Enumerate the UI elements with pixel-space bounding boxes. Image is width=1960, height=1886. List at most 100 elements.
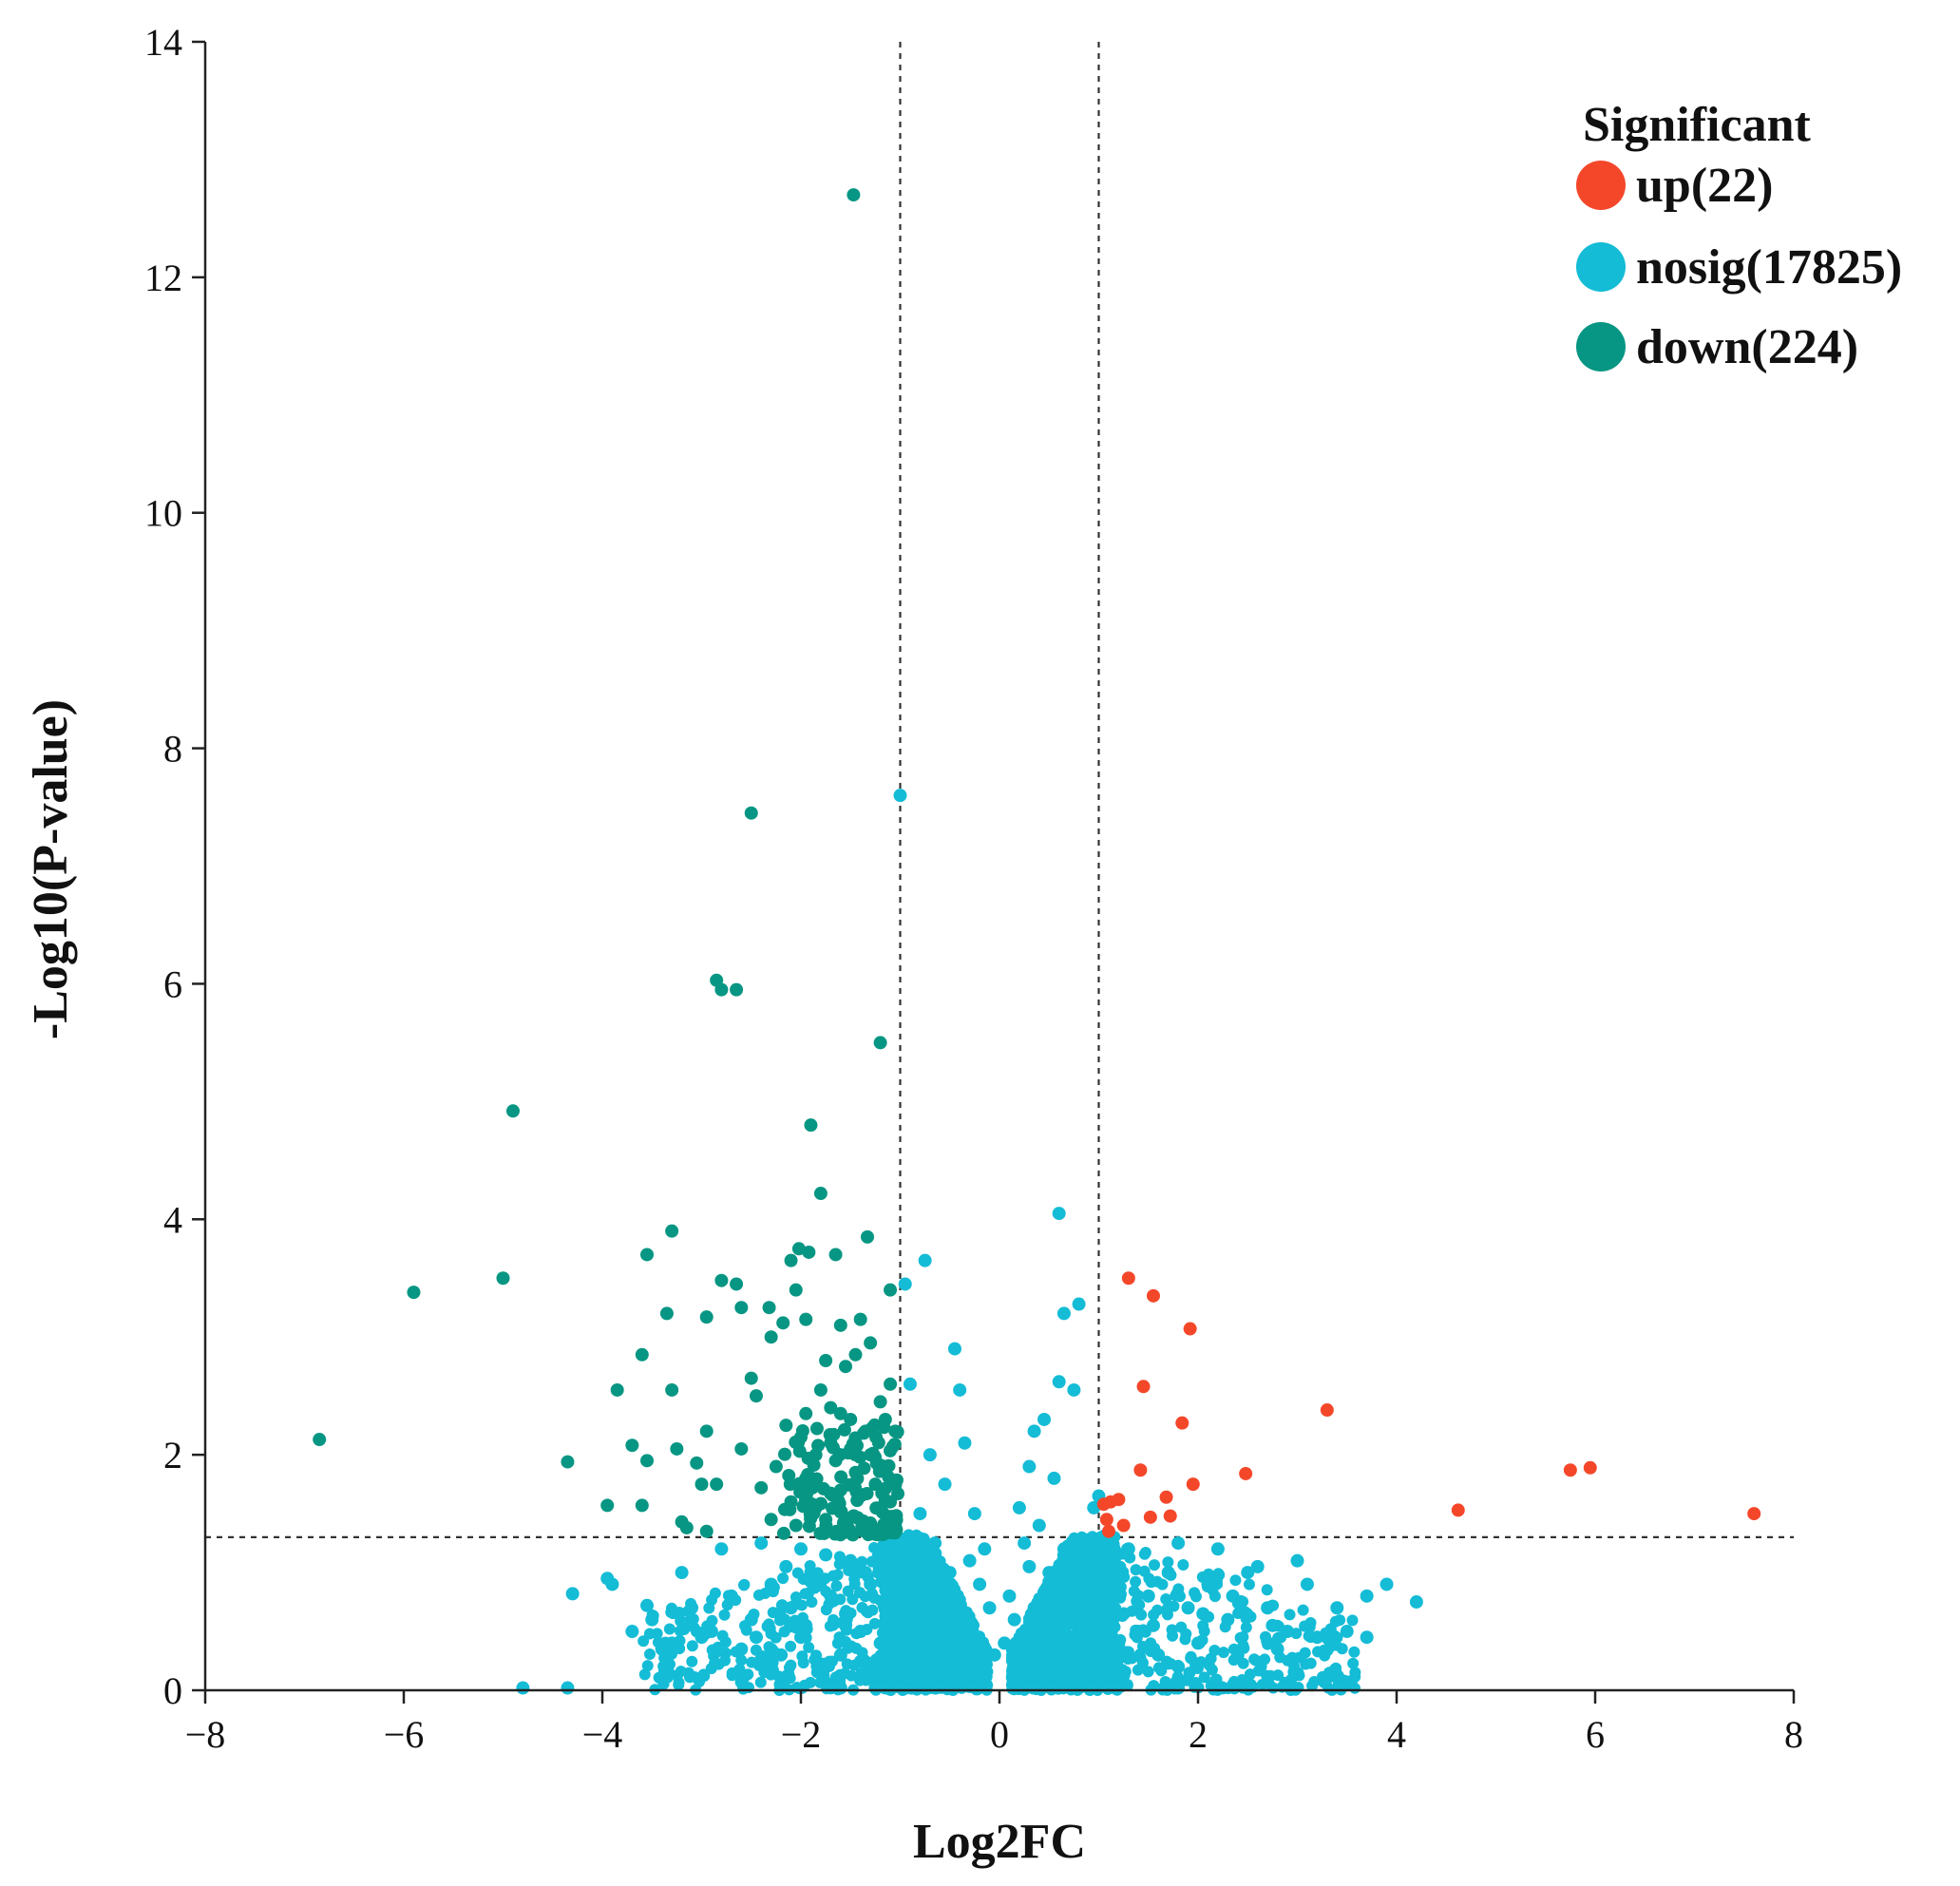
nosig-point — [938, 1477, 952, 1492]
down-point — [744, 1371, 758, 1385]
down-point — [734, 1301, 749, 1315]
down-point — [505, 1104, 520, 1118]
nosig-point — [799, 1618, 813, 1632]
down-point — [847, 188, 861, 202]
up-point — [1133, 1463, 1148, 1477]
up-point — [1101, 1524, 1115, 1538]
up-point — [1239, 1466, 1253, 1480]
down-point — [853, 1312, 867, 1326]
nosig-point — [879, 1605, 891, 1617]
nosig-point — [1070, 1641, 1082, 1653]
nosig-point — [1079, 1662, 1092, 1674]
nosig-point — [819, 1572, 831, 1585]
nosig-point — [1201, 1577, 1215, 1591]
nosig-point — [928, 1536, 942, 1551]
down-point — [799, 1312, 813, 1326]
nosig-point — [1155, 1665, 1168, 1677]
down-point — [847, 1509, 861, 1523]
nosig-point — [844, 1553, 858, 1568]
nosig-point — [973, 1577, 987, 1591]
legend-label-down: down(224) — [1636, 320, 1858, 374]
down-point — [882, 1458, 896, 1473]
nosig-point — [516, 1681, 530, 1695]
nosig-point — [685, 1601, 699, 1615]
nosig-point — [795, 1599, 808, 1611]
nosig-point — [1272, 1669, 1284, 1682]
nosig-point — [879, 1683, 891, 1695]
x-tick-label: 4 — [1387, 1713, 1406, 1756]
nosig-point — [893, 1607, 905, 1619]
nosig-point — [1082, 1533, 1094, 1545]
nosig-point — [1130, 1575, 1142, 1588]
nosig-point — [1112, 1663, 1124, 1675]
nosig-point — [1067, 1660, 1081, 1674]
down-point — [888, 1478, 903, 1493]
nosig-point — [1261, 1584, 1273, 1596]
nosig-point — [655, 1642, 669, 1656]
nosig-point — [813, 1660, 828, 1674]
down-point — [850, 1494, 865, 1508]
nosig-point — [885, 1577, 898, 1590]
nosig-point — [1056, 1542, 1071, 1556]
down-point — [791, 1242, 806, 1256]
nosig-point — [675, 1666, 687, 1678]
nosig-point — [923, 1448, 937, 1462]
nosig-point — [1189, 1677, 1202, 1689]
down-point — [826, 1440, 840, 1455]
down-point — [802, 1519, 816, 1534]
nosig-point — [953, 1671, 967, 1686]
nosig-point — [1189, 1659, 1202, 1671]
up-point — [1183, 1322, 1197, 1336]
nosig-point — [779, 1559, 793, 1573]
nosig-point — [932, 1679, 944, 1691]
nosig-point — [1348, 1646, 1361, 1658]
nosig-point — [1297, 1604, 1309, 1616]
down-point — [819, 1354, 833, 1367]
nosig-point — [803, 1641, 815, 1653]
nosig-point — [773, 1614, 786, 1627]
nosig-point — [1121, 1542, 1135, 1556]
nosig-point — [719, 1654, 732, 1667]
nosig-point — [1265, 1618, 1280, 1632]
nosig-point — [973, 1677, 987, 1691]
up-point — [1175, 1416, 1189, 1430]
nosig-point — [1073, 1677, 1085, 1689]
down-point — [827, 1427, 841, 1441]
nosig-point — [754, 1676, 767, 1688]
nosig-point — [1170, 1590, 1182, 1602]
nosig-point — [1380, 1577, 1394, 1591]
nosig-point — [1094, 1534, 1106, 1546]
nosig-point — [794, 1542, 808, 1556]
down-point — [795, 1423, 809, 1438]
nosig-point — [868, 1681, 883, 1695]
down-point — [730, 982, 744, 997]
nosig-point — [1047, 1471, 1061, 1485]
down-point — [779, 1419, 793, 1433]
nosig-point — [724, 1589, 738, 1603]
nosig-point — [1093, 1578, 1105, 1591]
nosig-point — [1027, 1601, 1041, 1615]
nosig-point — [923, 1583, 937, 1597]
up-point — [1146, 1288, 1160, 1303]
down-point — [877, 1420, 891, 1435]
nosig-point — [1241, 1608, 1253, 1620]
down-point — [783, 1502, 797, 1516]
nosig-point — [877, 1656, 889, 1668]
nosig-point — [893, 1632, 905, 1645]
nosig-point — [898, 1648, 912, 1662]
nosig-point — [784, 1601, 798, 1615]
nosig-point — [1306, 1680, 1319, 1692]
nosig-point — [978, 1542, 992, 1556]
nosig-point — [1159, 1675, 1171, 1687]
nosig-point — [1133, 1648, 1146, 1661]
nosig-point — [703, 1602, 715, 1614]
x-tick-label: −6 — [384, 1713, 425, 1756]
down-point — [744, 806, 758, 820]
down-point — [806, 1480, 820, 1495]
y-tick-label: 10 — [144, 492, 182, 535]
down-point — [813, 1382, 828, 1397]
nosig-point — [561, 1681, 575, 1695]
nosig-point — [853, 1625, 867, 1639]
nosig-point — [855, 1667, 867, 1680]
up-point — [1099, 1513, 1113, 1527]
